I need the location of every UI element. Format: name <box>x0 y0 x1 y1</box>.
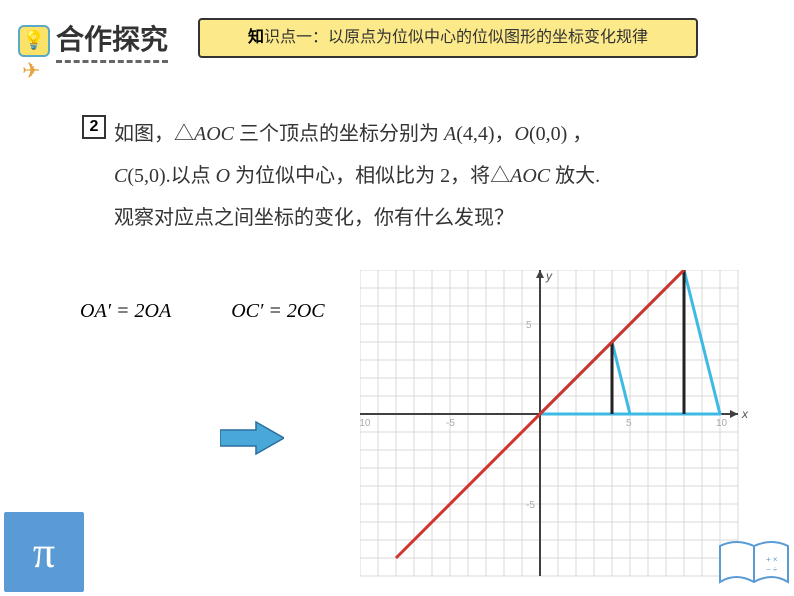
section-title: 合作探究 <box>56 18 168 63</box>
t1c: 三个顶点的坐标分别为 <box>234 123 444 145</box>
t2f: 放大. <box>550 165 600 187</box>
svg-text:5: 5 <box>526 320 532 331</box>
svg-text:-10: -10 <box>360 418 371 429</box>
pi-decoration: π <box>4 512 84 592</box>
svg-text:x: x <box>741 407 749 421</box>
t2d: 为位似中心，相似比为 2，将△ <box>230 165 510 187</box>
lightbulb-icon: 💡 <box>18 25 50 57</box>
svg-text:-5: -5 <box>526 500 535 511</box>
t1f: O <box>515 123 529 145</box>
knowledge-text: 识点一：以原点为位似中心的位似图形的坐标变化规律 <box>264 29 648 46</box>
t1a: 如图，△ <box>114 123 194 145</box>
paper-plane-icon: ✈ <box>22 58 40 84</box>
problem-text: 如图，△AOC 三个顶点的坐标分别为 A(4,4)，O(0,0) ， C(5,0… <box>114 113 734 239</box>
svg-text:5: 5 <box>626 418 632 429</box>
book-icon: + × − ÷ <box>718 536 790 592</box>
t2c: O <box>216 165 230 187</box>
svg-text:+ ×: + × <box>766 555 778 564</box>
t1d: A <box>444 123 456 145</box>
formula-1: OA′ = 2OA <box>80 300 171 323</box>
t1b: AOC <box>194 123 234 145</box>
svg-text:− ÷: − ÷ <box>766 565 778 574</box>
t1g: (0,0) ， <box>529 123 592 145</box>
formula-2: OC′ = 2OC <box>231 300 324 323</box>
pi-symbol: π <box>33 527 55 578</box>
t2a: C <box>114 165 127 187</box>
svg-text:y: y <box>545 270 553 283</box>
coordinate-graph: x y -10 -5 5 10 -5 5 <box>360 270 760 580</box>
t2b: (5,0).以点 <box>127 165 215 187</box>
t2e: AOC <box>510 165 550 187</box>
question-number: 2 <box>90 118 99 136</box>
svg-text:-5: -5 <box>446 418 455 429</box>
t1e: (4,4)， <box>456 123 514 145</box>
formula-row: OA′ = 2OA OC′ = 2OC <box>80 300 325 323</box>
arrow-icon <box>220 420 284 456</box>
question-number-box: 2 <box>82 115 106 139</box>
svg-text:10: 10 <box>716 418 728 429</box>
knowledge-point-box: 知识点一：以原点为位似中心的位似图形的坐标变化规律 <box>198 18 698 58</box>
t3: 观察对应点之间坐标的变化，你有什么发现？ <box>114 207 514 229</box>
knowledge-bold: 知 <box>248 29 264 46</box>
